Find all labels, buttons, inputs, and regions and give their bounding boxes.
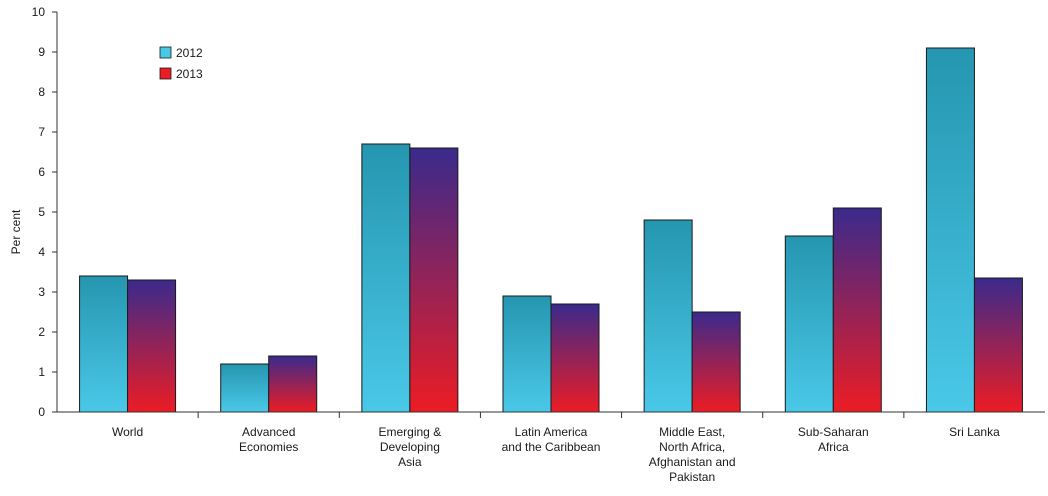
y-axis: 0 1 2 3 4 5 6 7 8 9 10 (32, 5, 58, 419)
x-category-label: Middle East, North Africa, Afghanistan and… (649, 425, 736, 484)
legend-swatch-2012 (159, 46, 172, 59)
x-axis: World Advanced Economies Emerging & Developi… (57, 411, 1045, 484)
bar-2012-6 (925, 47, 975, 413)
y-tick-label: 4 (38, 245, 45, 259)
y-tick-label: 0 (38, 405, 45, 419)
bar-2012-3 (502, 295, 552, 413)
legend-swatch-2013 (159, 67, 172, 80)
x-category-label: Sub-Saharan Africa (798, 425, 869, 454)
y-axis-label: Per cent (9, 209, 23, 254)
bar-2013-2 (409, 147, 459, 413)
y-tick-label: 9 (38, 45, 45, 59)
x-category-label: Sri Lanka (949, 425, 1000, 439)
bar-2012-2 (361, 143, 411, 413)
bar-2013-5 (832, 207, 882, 413)
y-tick-label: 2 (38, 325, 45, 339)
y-tick-label: 5 (38, 205, 45, 219)
bar-2012-0 (79, 275, 129, 413)
y-tick-label: 3 (38, 285, 45, 299)
legend: 2012 2013 (159, 46, 203, 81)
bar-2013-4 (691, 311, 741, 413)
x-category-label: Advanced Economies (239, 425, 298, 454)
y-tick-label: 7 (38, 125, 45, 139)
y-tick-label: 10 (32, 5, 46, 19)
bar-2013-6 (973, 277, 1023, 413)
bars (79, 47, 1023, 413)
bar-2013-0 (127, 279, 177, 413)
y-tick-label: 8 (38, 85, 45, 99)
bar-2012-4 (643, 219, 693, 413)
y-tick-label: 6 (38, 165, 45, 179)
bar-2012-1 (220, 363, 270, 413)
x-category-label: World (112, 425, 143, 439)
x-category-label: Latin America and the Caribbean (502, 425, 601, 454)
legend-label-2013: 2013 (176, 67, 203, 81)
x-category-label: Emerging & Developing Asia (379, 425, 442, 469)
bar-2013-1 (268, 355, 318, 413)
bar-2013-3 (550, 303, 600, 413)
legend-label-2012: 2012 (176, 46, 203, 60)
y-tick-label: 1 (38, 365, 45, 379)
bar-2012-5 (784, 235, 834, 413)
